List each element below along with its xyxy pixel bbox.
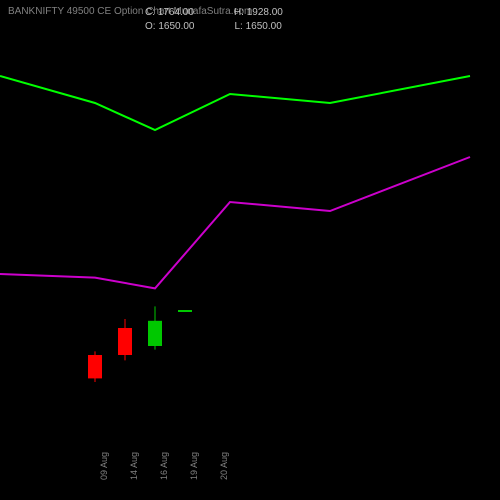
x-axis-label: 19 Aug bbox=[189, 452, 199, 480]
candle-body bbox=[178, 310, 192, 312]
x-axis-label: 09 Aug bbox=[99, 452, 109, 480]
x-axis-labels: 09 Aug 14 Aug 16 Aug 19 Aug 20 Aug bbox=[0, 430, 500, 490]
x-axis-label: 20 Aug bbox=[219, 452, 229, 480]
candle-body bbox=[148, 321, 162, 346]
x-axis-label: 16 Aug bbox=[159, 452, 169, 480]
x-axis-label: 14 Aug bbox=[129, 452, 139, 480]
candle-body bbox=[88, 355, 102, 378]
price-chart bbox=[0, 0, 500, 500]
candle-body bbox=[118, 328, 132, 355]
chart-line bbox=[0, 157, 470, 288]
chart-line bbox=[0, 76, 470, 130]
